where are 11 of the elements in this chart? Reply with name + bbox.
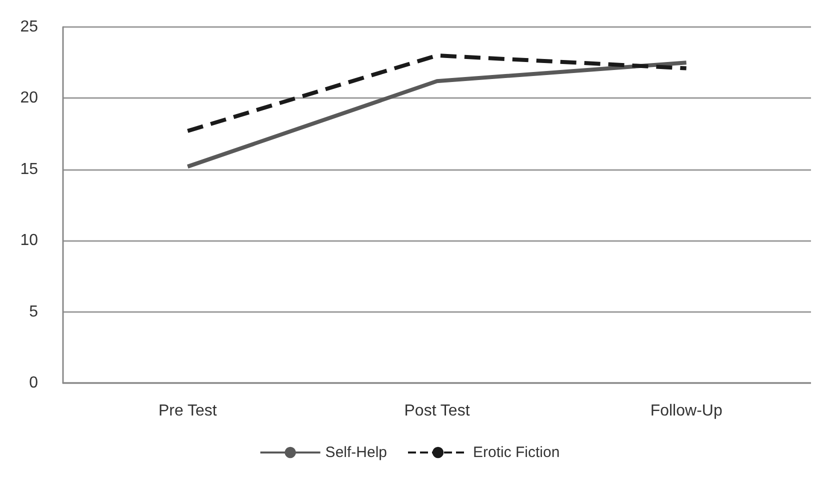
- y-tick-label: 10: [20, 232, 38, 250]
- legend-label: Erotic Fiction: [473, 444, 560, 461]
- x-tick-label: Pre Test: [158, 402, 218, 420]
- y-tick-label: 20: [20, 90, 38, 107]
- y-tick-label: 5: [29, 303, 38, 320]
- y-tick-label: 0: [29, 374, 38, 392]
- y-tick-label: 25: [20, 18, 38, 36]
- y-tick-label: 15: [20, 160, 38, 178]
- legend-label: Self-Help: [325, 444, 388, 461]
- x-tick-label: Post Test: [404, 402, 470, 420]
- x-tick-label: Follow-Up: [650, 402, 722, 420]
